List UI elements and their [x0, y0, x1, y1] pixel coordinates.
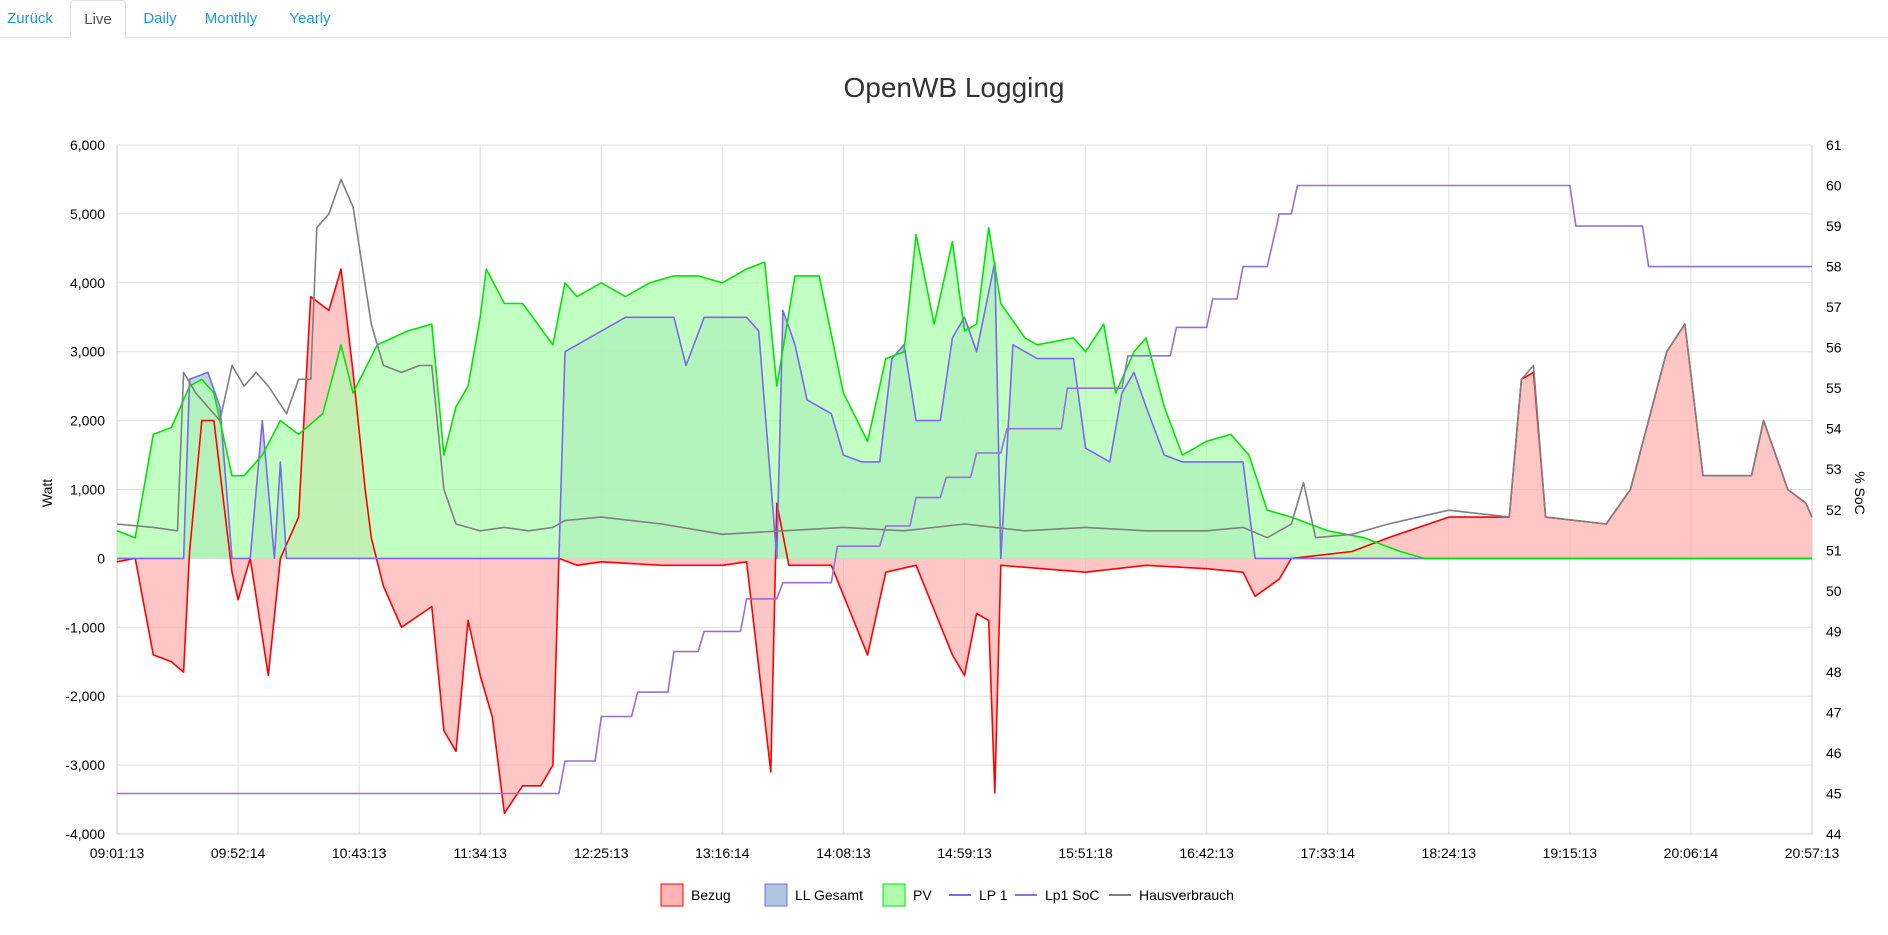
series-area-pv — [117, 227, 1812, 559]
y2-tick-label: 55 — [1826, 380, 1842, 396]
y2-tick-label: 58 — [1826, 259, 1842, 275]
y2-tick-label: 51 — [1826, 542, 1842, 558]
y-tick-label: 4,000 — [70, 275, 105, 291]
y2-tick-label: 60 — [1826, 178, 1842, 194]
x-tick-label: 09:52:14 — [211, 845, 266, 861]
tab-zurueck[interactable]: Zurück — [7, 10, 53, 27]
y-tick-label: 6,000 — [70, 137, 105, 153]
legend-label: Hausverbrauch — [1139, 887, 1234, 903]
y-tick-label: 1,000 — [70, 482, 105, 498]
y-tick-label: -2,000 — [65, 688, 105, 704]
y2-tick-label: 57 — [1826, 299, 1842, 315]
y2-tick-label: 47 — [1826, 704, 1842, 720]
x-tick-label: 09:01:13 — [90, 845, 145, 861]
x-axis: 09:01:13 09:52:14 10:43:13 11:34:13 12:25:13… — [90, 845, 1840, 861]
x-tick-label: 16:42:13 — [1179, 845, 1234, 861]
x-tick-label: 14:08:13 — [816, 845, 871, 861]
legend-label: LP 1 — [979, 887, 1008, 903]
y2-tick-label: 52 — [1826, 502, 1842, 518]
x-tick-label: 15:51:18 — [1058, 845, 1113, 861]
x-tick-label: 20:57:13 — [1785, 845, 1840, 861]
legend-label: Bezug — [691, 887, 731, 903]
y-tick-label: -4,000 — [65, 826, 105, 842]
series-line-pv — [116, 226, 1812, 560]
y2-tick-label: 59 — [1826, 218, 1842, 234]
y2-tick-label: 50 — [1826, 583, 1842, 599]
y2-tick-label: 48 — [1826, 664, 1842, 680]
x-tick-label: 13:16:14 — [695, 845, 750, 861]
y2-tick-label: 56 — [1826, 340, 1842, 356]
chart-areas — [117, 227, 1812, 814]
y-axis-label: Watt — [39, 479, 55, 507]
y2-axis-label: % SoC — [1852, 471, 1868, 515]
y-tick-label: -1,000 — [65, 619, 105, 635]
legend-label: LL Gesamt — [795, 887, 863, 903]
y2-tick-label: 45 — [1826, 785, 1842, 801]
legend-swatch — [764, 883, 788, 907]
x-tick-label: 18:24:13 — [1422, 845, 1477, 861]
x-tick-label: 20:06:14 — [1664, 845, 1719, 861]
series-area-bezug — [117, 269, 1812, 814]
x-tick-label: 11:34:13 — [453, 845, 507, 861]
series-line-lp1-soc — [117, 184, 1812, 795]
series-line-ll-gesamt — [117, 261, 1812, 560]
y-tick-label: 5,000 — [70, 206, 105, 222]
chart-title: OpenWB Logging — [843, 72, 1064, 103]
x-tick-label: 10:43:13 — [332, 845, 387, 861]
y2-tick-label: 44 — [1826, 826, 1842, 842]
nav-tabs: Zurück Live Daily Monthly Yearly — [0, 0, 1888, 39]
x-tick-label: 12:25:13 — [574, 845, 629, 861]
tab-yearly[interactable]: Yearly — [289, 10, 331, 27]
y-tick-label: -3,000 — [65, 757, 105, 773]
x-tick-label: 17:33:14 — [1300, 845, 1355, 861]
tab-monthly[interactable]: Monthly — [204, 10, 258, 27]
tab-live[interactable]: Live — [70, 0, 126, 39]
y2-tick-label: 49 — [1826, 623, 1842, 639]
tab-daily[interactable]: Daily — [143, 10, 177, 27]
legend-swatch — [882, 883, 906, 907]
x-tick-label: 14:59:13 — [937, 845, 992, 861]
legend-label: PV — [913, 887, 932, 903]
y-tick-label: 3,000 — [70, 344, 105, 360]
y2-tick-label: 54 — [1826, 421, 1842, 437]
y-axis-left: 6,000 5,000 4,000 3,000 2,000 1,000 0 -1,000 -2,… — [65, 137, 105, 842]
y-tick-label: 2,000 — [70, 413, 105, 429]
y-tick-label: 0 — [97, 550, 105, 566]
legend-label: Lp1 SoC — [1045, 887, 1099, 903]
y-axis-right: 61 60 59 58 57 56 55 54 53 52 51 50 49 48 47 46 45 44 — [1826, 137, 1842, 842]
legend-swatch — [660, 883, 684, 907]
y2-tick-label: 46 — [1826, 745, 1842, 761]
chart-legend: Bezug LL Gesamt PV LP 1 Lp1 SoC Hausverbrauch — [660, 883, 1234, 907]
chart-lines — [116, 178, 1813, 815]
series-line-hausverbrauch — [116, 178, 1813, 539]
y2-tick-label: 61 — [1826, 137, 1842, 153]
x-tick-label: 19:15:13 — [1543, 845, 1598, 861]
y2-tick-label: 53 — [1826, 461, 1842, 477]
